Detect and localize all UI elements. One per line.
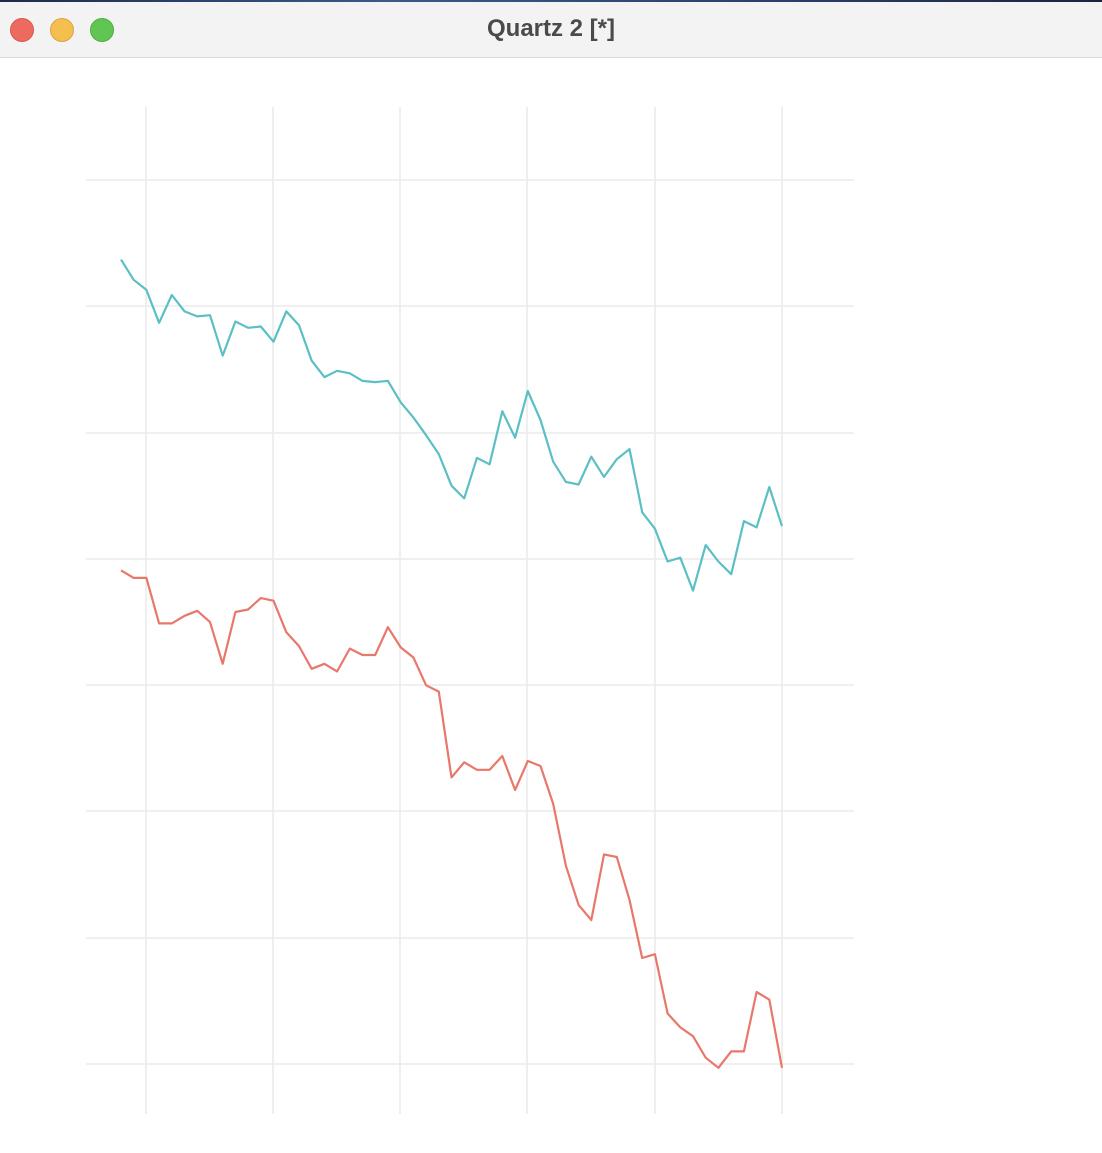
- desktop-background-strip: [0, 0, 1102, 2]
- line-chart: [86, 107, 854, 1114]
- series: [120, 259, 784, 1069]
- minimize-window-button[interactable]: [50, 18, 74, 42]
- plot-area: [0, 59, 1102, 1153]
- window-titlebar[interactable]: Quartz 2 [*]: [0, 0, 1102, 58]
- window-title: Quartz 2 [*]: [486, 15, 615, 42]
- grid: [86, 107, 854, 1114]
- top-series-line: [120, 259, 784, 592]
- zoom-window-button[interactable]: [90, 18, 114, 42]
- bottom-series-line: [120, 569, 784, 1069]
- close-window-button[interactable]: [10, 18, 34, 42]
